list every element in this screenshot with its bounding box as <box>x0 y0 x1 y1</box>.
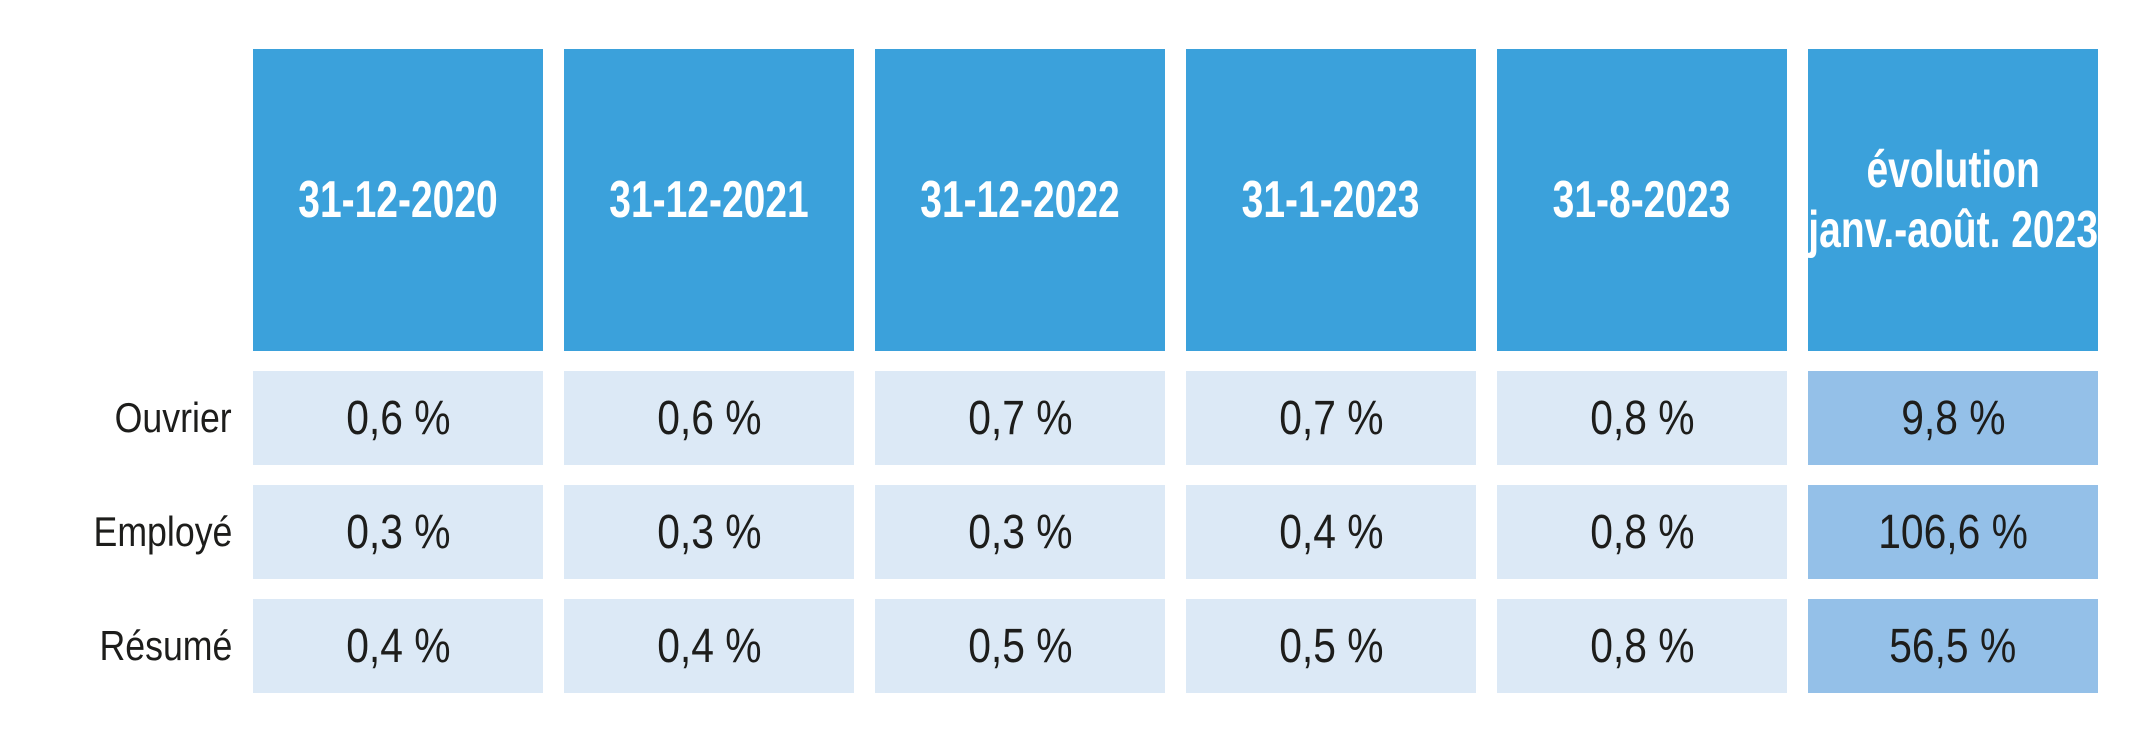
corner-spacer <box>0 49 232 351</box>
cell-value: 0,4 % <box>656 619 762 673</box>
row-label-employe: Employé <box>0 485 232 579</box>
table-cell: 0,8 % <box>1497 599 1787 693</box>
cell-value: 56,5 % <box>1889 619 2017 673</box>
row-label-text: Résumé <box>99 622 232 669</box>
column-header-label: évolution janv.-août. 2023 <box>1808 140 2098 261</box>
cell-value: 0,5 % <box>1278 619 1384 673</box>
table-cell: 0,4 % <box>1186 485 1476 579</box>
evolution-cell: 56,5 % <box>1808 599 2098 693</box>
evolution-header-line-2: janv.-août. 2023 <box>1808 201 2098 259</box>
evolution-header-line-1: évolution <box>1866 140 2040 199</box>
cell-value: 0,5 % <box>967 619 1073 673</box>
table-cell: 0,7 % <box>1186 371 1476 465</box>
cell-value: 0,8 % <box>1589 619 1695 673</box>
column-header-31-1-2023: 31-1-2023 <box>1186 49 1476 351</box>
cell-value: 0,8 % <box>1589 391 1695 445</box>
column-header-label: 31-8-2023 <box>1553 171 1731 229</box>
table-cell: 0,8 % <box>1497 371 1787 465</box>
column-header-31-12-2022: 31-12-2022 <box>875 49 1165 351</box>
table-cell: 0,6 % <box>253 371 543 465</box>
cell-value: 0,7 % <box>1278 391 1384 445</box>
table-cell: 0,8 % <box>1497 485 1787 579</box>
column-header-31-12-2021: 31-12-2021 <box>564 49 854 351</box>
table-cell: 0,3 % <box>253 485 543 579</box>
column-header-label: 31-12-2021 <box>609 171 809 229</box>
cell-value: 0,6 % <box>656 391 762 445</box>
column-header-label: 31-1-2023 <box>1242 171 1420 229</box>
table-cell: 0,3 % <box>564 485 854 579</box>
table-cell: 0,4 % <box>564 599 854 693</box>
evolution-cell: 106,6 % <box>1808 485 2098 579</box>
column-header-31-12-2020: 31-12-2020 <box>253 49 543 351</box>
row-label-resume: Résumé <box>0 599 232 693</box>
column-header-31-8-2023: 31-8-2023 <box>1497 49 1787 351</box>
column-header-evolution: évolution janv.-août. 2023 <box>1808 49 2098 351</box>
row-label-text: Ouvrier <box>114 394 232 441</box>
table-cell: 0,5 % <box>1186 599 1476 693</box>
column-header-label: 31-12-2020 <box>298 171 498 229</box>
row-label-text: Employé <box>93 508 232 555</box>
table-cell: 0,5 % <box>875 599 1165 693</box>
evolution-cell: 9,8 % <box>1808 371 2098 465</box>
column-header-label: 31-12-2022 <box>920 171 1120 229</box>
cell-value: 106,6 % <box>1878 505 2028 559</box>
cell-value: 0,3 % <box>967 505 1073 559</box>
cell-value: 0,4 % <box>1278 505 1384 559</box>
table-cell: 0,4 % <box>253 599 543 693</box>
cell-value: 0,7 % <box>967 391 1073 445</box>
cell-value: 0,6 % <box>345 391 451 445</box>
row-label-ouvrier: Ouvrier <box>0 371 232 465</box>
cell-value: 0,8 % <box>1589 505 1695 559</box>
cell-value: 0,3 % <box>656 505 762 559</box>
table-cell: 0,3 % <box>875 485 1165 579</box>
data-table: 31-12-2020 31-12-2021 31-12-2022 31-1-20… <box>0 49 2098 693</box>
cell-value: 0,3 % <box>345 505 451 559</box>
table-cell: 0,6 % <box>564 371 854 465</box>
table-cell: 0,7 % <box>875 371 1165 465</box>
cell-value: 0,4 % <box>345 619 451 673</box>
cell-value: 9,8 % <box>1900 391 2006 445</box>
